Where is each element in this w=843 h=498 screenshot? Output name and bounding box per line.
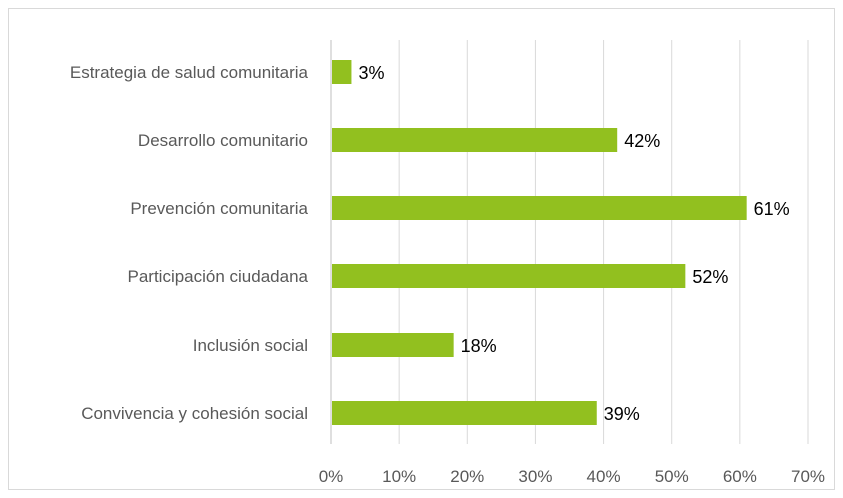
data-label: 3% (358, 63, 384, 83)
x-tick-label: 30% (518, 467, 552, 486)
category-labels: Estrategia de salud comunitaria Desarroll… (70, 63, 309, 423)
category-label: Desarrollo comunitario (138, 131, 308, 150)
category-label: Estrategia de salud comunitaria (70, 63, 309, 82)
data-label: 61% (754, 199, 790, 219)
gridlines (330, 40, 809, 444)
bar (332, 60, 352, 84)
bars (332, 60, 747, 425)
category-label: Inclusión social (193, 336, 308, 355)
category-label: Convivencia y cohesión social (81, 404, 308, 423)
bar (332, 128, 618, 152)
x-tick-label: 50% (655, 467, 689, 486)
x-tick-label: 60% (723, 467, 757, 486)
category-label: Prevención comunitaria (130, 199, 308, 218)
x-tick-labels: 0% 10% 20% 30% 40% 50% 60% 70% (319, 467, 825, 486)
data-labels: 3% 42% 61% 52% 18% 39% (358, 63, 789, 424)
x-tick-label: 70% (791, 467, 825, 486)
bar (332, 333, 454, 357)
bar (332, 264, 686, 288)
bar (332, 401, 597, 425)
data-label: 18% (461, 336, 497, 356)
x-tick-label: 10% (382, 467, 416, 486)
x-tick-label: 0% (319, 467, 344, 486)
data-label: 52% (692, 267, 728, 287)
data-label: 39% (604, 404, 640, 424)
bar (332, 196, 747, 220)
x-tick-label: 20% (450, 467, 484, 486)
data-label: 42% (624, 131, 660, 151)
category-label: Participación ciudadana (127, 267, 308, 286)
x-tick-label: 40% (587, 467, 621, 486)
